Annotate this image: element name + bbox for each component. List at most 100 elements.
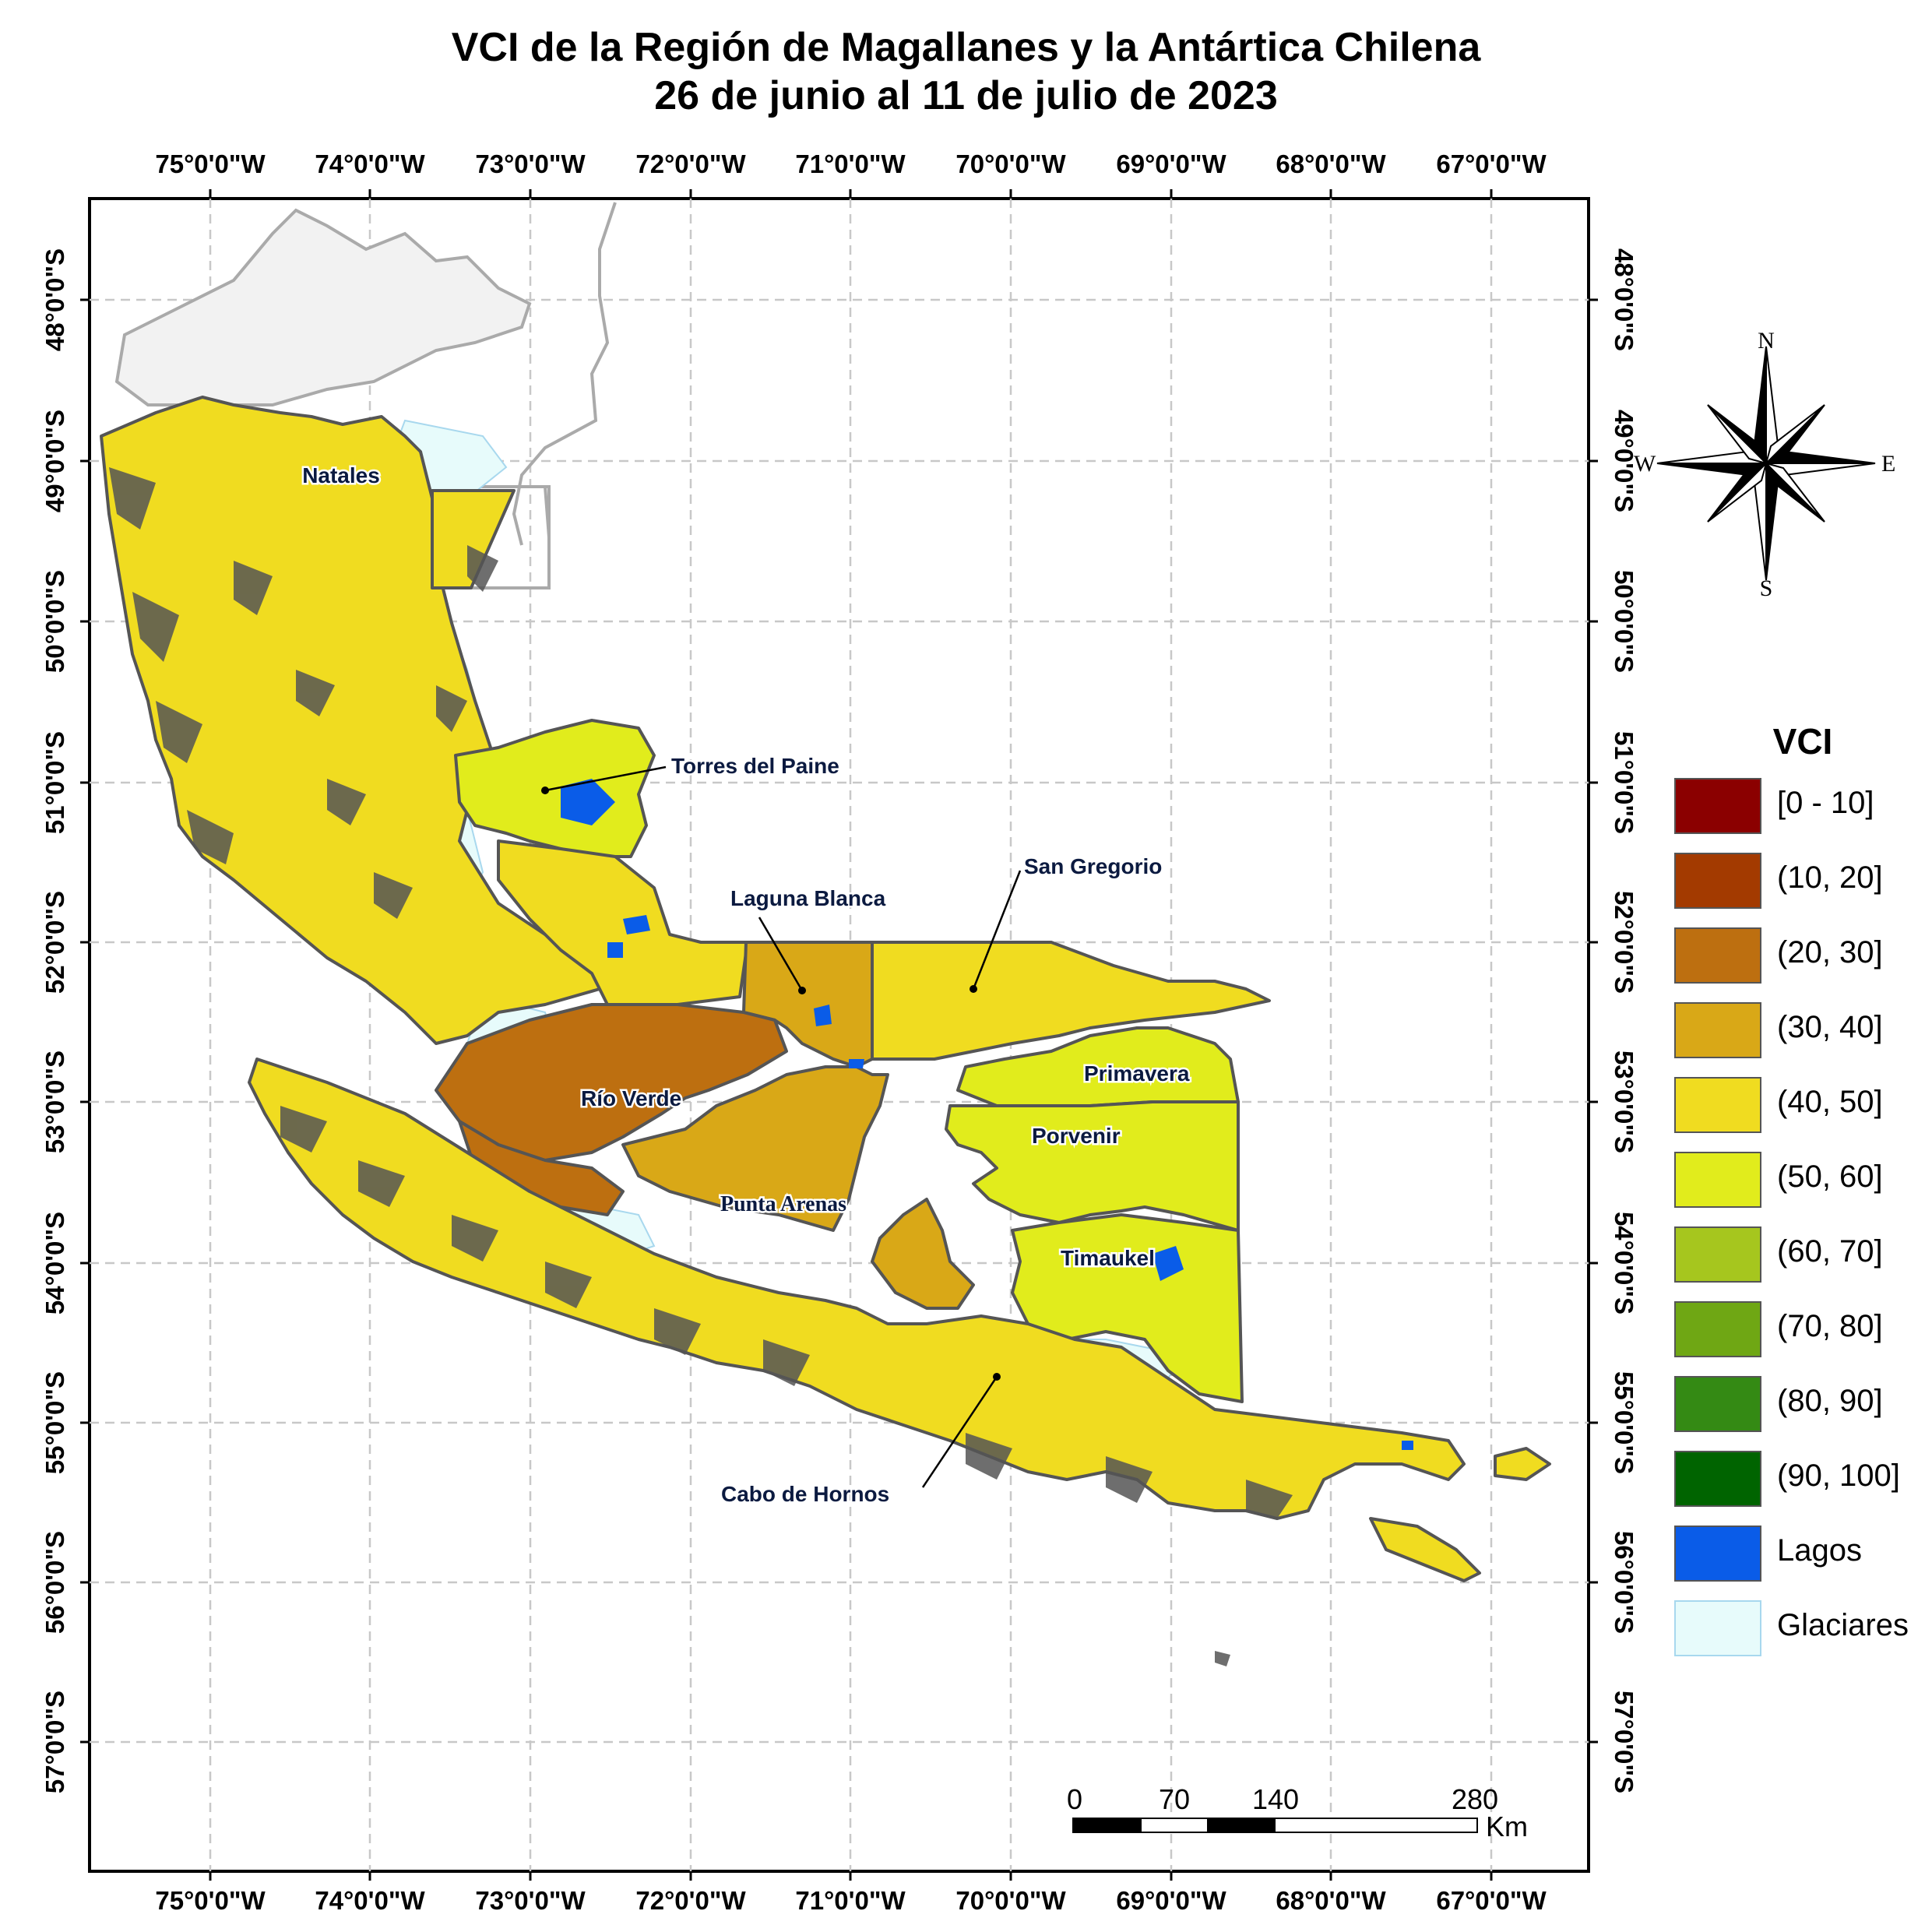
label-natales: Natales (302, 463, 380, 487)
map-title: VCI de la Región de Magallanes y la Antá… (0, 23, 1932, 120)
legend-swatch (1674, 927, 1761, 984)
coastline-texture (109, 467, 1293, 1666)
lon-label-top: 75°0'0"W (155, 150, 266, 178)
region-san-gregorio (871, 941, 1271, 1061)
legend-label: (60, 70] (1777, 1234, 1883, 1269)
legend-swatch (1674, 1451, 1761, 1507)
legend-label: (40, 50] (1777, 1085, 1883, 1119)
scale-label-0: 0 (1067, 1783, 1082, 1815)
legend-label: Glaciares (1777, 1608, 1909, 1642)
leader-torres (544, 765, 667, 792)
legend-item: (10, 20] (1674, 850, 1931, 912)
region-natales-south (497, 839, 749, 1006)
lon-label-bottom: 72°0'0"W (635, 1886, 746, 1915)
lon-label-top: 71°0'0"W (795, 150, 906, 178)
scale-label-140: 140 (1252, 1783, 1299, 1815)
right-latitude-labels: 48°0'0"S 49°0'0"S 50°0'0"S 51°0'0"S 52°0… (1610, 248, 1638, 1793)
legend-item: Lagos (1674, 1522, 1931, 1585)
legend-label: (90, 100] (1777, 1459, 1900, 1493)
legend-swatch (1674, 1526, 1761, 1582)
leader-lines (544, 765, 1022, 1488)
lon-label-bottom: 67°0'0"W (1436, 1886, 1547, 1915)
marker-laguna (798, 987, 806, 994)
label-cabo-de-hornos: Cabo de Hornos (721, 1482, 889, 1506)
leader-san-gregorio (972, 870, 1022, 990)
lon-label-bottom: 71°0'0"W (795, 1886, 906, 1915)
place-markers (541, 787, 1001, 1381)
legend-item: (20, 30] (1674, 924, 1931, 987)
legend-item: (40, 50] (1674, 1074, 1931, 1136)
lat-label-right: 56°0'0"S (1610, 1531, 1638, 1634)
legend-item: (90, 100] (1674, 1448, 1931, 1510)
title-line-2: 26 de junio al 11 de julio de 2023 (654, 73, 1278, 118)
lon-label-bottom: 73°0'0"W (475, 1886, 586, 1915)
scale-bar: 0 70 140 280 Km (1067, 1783, 1528, 1842)
lat-label-right: 52°0'0"S (1610, 891, 1638, 994)
lon-label-top: 72°0'0"W (635, 150, 746, 178)
lat-label-left: 49°0'0"S (40, 410, 69, 512)
region-punta-arenas-brunswick (871, 1198, 975, 1310)
legend-swatch (1674, 1077, 1761, 1133)
legend-swatch (1674, 1226, 1761, 1283)
region-cabo-de-hornos-east (1494, 1447, 1551, 1481)
region-cabo-de-hornos (248, 1057, 1466, 1520)
scale-unit: Km (1486, 1811, 1528, 1842)
label-san-gregorio: San Gregorio (1024, 854, 1162, 878)
label-laguna-blanca: Laguna Blanca (730, 886, 886, 910)
top-longitude-labels: 75°0'0"W 74°0'0"W 73°0'0"W 72°0'0"W 71°0… (155, 150, 1547, 178)
scale-bar-seg-1 (1073, 1818, 1142, 1832)
compass-rose-icon (1656, 346, 1876, 581)
region-timaukel (1011, 1213, 1244, 1403)
lon-label-bottom: 74°0'0"W (315, 1886, 425, 1915)
scale-label-70: 70 (1159, 1783, 1190, 1815)
lat-label-left: 50°0'0"S (40, 570, 69, 673)
lon-label-top: 74°0'0"W (315, 150, 425, 178)
lat-label-right: 57°0'0"S (1610, 1691, 1638, 1793)
compass-w: W (1634, 451, 1656, 477)
legend-swatch (1674, 1301, 1761, 1357)
title-line-1: VCI de la Región de Magallanes y la Antá… (451, 25, 1481, 70)
legend-item: (50, 60] (1674, 1149, 1931, 1211)
legend-label: (50, 60] (1777, 1160, 1883, 1194)
lon-label-bottom: 68°0'0"W (1276, 1886, 1386, 1915)
legend-item: (60, 70] (1674, 1223, 1931, 1286)
frame-ticks (80, 189, 1598, 1881)
lat-label-left: 48°0'0"S (40, 248, 69, 351)
legend-swatch (1674, 1376, 1761, 1432)
compass-e: E (1881, 451, 1895, 477)
lat-label-right: 50°0'0"S (1610, 570, 1638, 673)
compass-n: N (1758, 328, 1775, 354)
lon-label-bottom: 70°0'0"W (955, 1886, 1066, 1915)
bottom-longitude-labels: 75°0'0"W 74°0'0"W 73°0'0"W 72°0'0"W 71°0… (155, 1886, 1547, 1915)
legend-label: (80, 90] (1777, 1384, 1883, 1418)
region-cabo-de-hornos-islands (1369, 1517, 1481, 1582)
lat-label-left: 55°0'0"S (40, 1371, 69, 1474)
lon-label-top: 67°0'0"W (1436, 150, 1547, 178)
legend-item: Glaciares (1674, 1597, 1931, 1659)
label-primavera: Primavera (1084, 1061, 1190, 1086)
lon-label-top: 73°0'0"W (475, 150, 586, 178)
label-torres-del-paine: Torres del Paine (671, 754, 839, 778)
label-porvenir: Porvenir (1032, 1124, 1121, 1148)
legend-title: VCI (1772, 721, 1833, 762)
label-rio-verde: Río Verde (581, 1086, 681, 1110)
vci-regions (100, 396, 1551, 1582)
legend-item: (80, 90] (1674, 1373, 1931, 1435)
label-punta-arenas: Punta Arenas (720, 1192, 846, 1216)
legend-swatch (1674, 778, 1761, 834)
legend-label: (20, 30] (1777, 935, 1883, 970)
legend-label: Lagos (1777, 1533, 1862, 1568)
lat-label-right: 55°0'0"S (1610, 1371, 1638, 1474)
legend-swatch (1674, 853, 1761, 909)
leader-cabo (921, 1376, 998, 1488)
lon-label-bottom: 75°0'0"W (155, 1886, 266, 1915)
lat-label-right: 48°0'0"S (1610, 248, 1638, 351)
region-natales-east (431, 489, 516, 589)
left-latitude-labels: 48°0'0"S 49°0'0"S 50°0'0"S 51°0'0"S 52°0… (40, 248, 69, 1793)
lat-label-left: 52°0'0"S (40, 891, 69, 994)
lon-label-top: 68°0'0"W (1276, 150, 1386, 178)
lat-label-right: 54°0'0"S (1610, 1212, 1638, 1314)
marker-san-gregorio (970, 985, 977, 993)
north-arrow: N S E W (1634, 328, 1895, 601)
